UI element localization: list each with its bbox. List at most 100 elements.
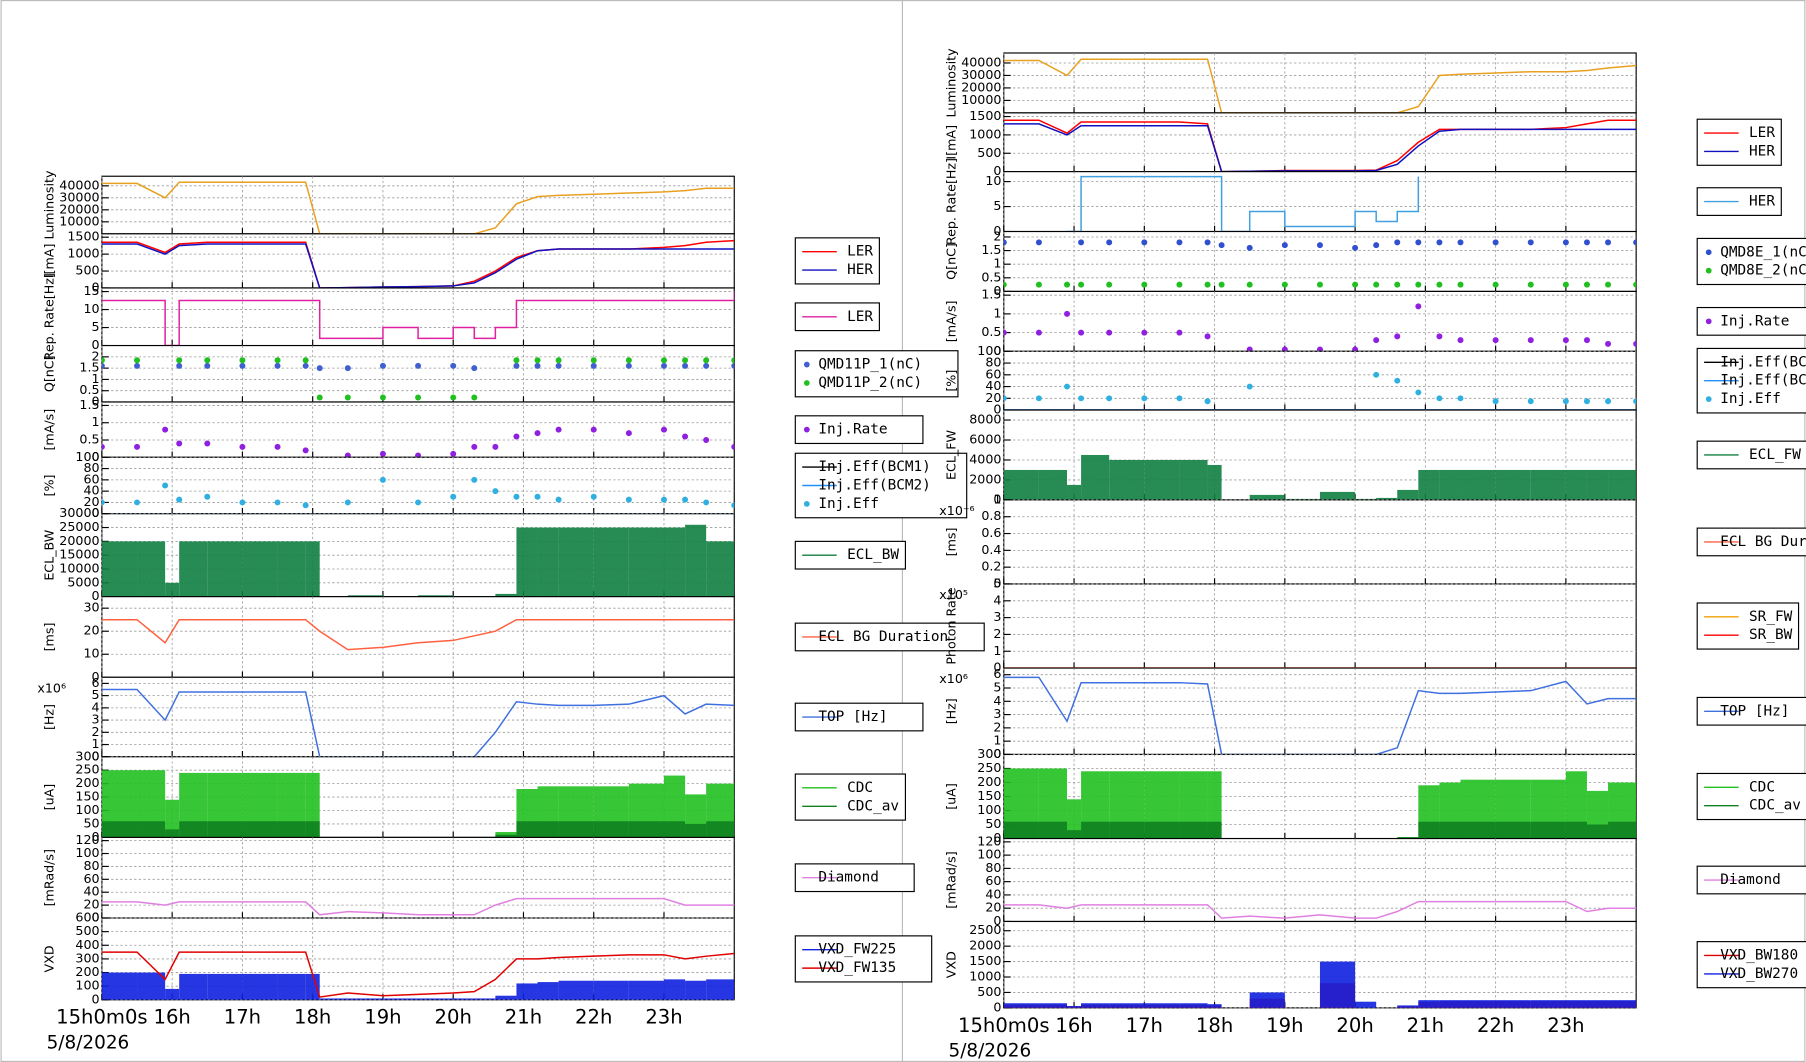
- data-point: [1415, 389, 1422, 396]
- y-tick-label: 200: [977, 774, 1001, 789]
- data-bar: [207, 541, 243, 597]
- data-point: [1562, 337, 1569, 344]
- data-bar: [495, 995, 517, 1000]
- y-axis-label: [Hz]: [42, 704, 57, 730]
- y-tick-label: 0: [92, 669, 100, 684]
- y-tick-label: 150: [977, 788, 1001, 803]
- y-tick-label: 0.2: [981, 559, 1001, 574]
- legend-swatch: [1705, 396, 1712, 402]
- panel-frame: [101, 175, 735, 235]
- legend-label: LER: [847, 244, 873, 260]
- data-point: [1457, 337, 1464, 344]
- legend-label: SR_FW: [1749, 609, 1793, 625]
- data-point: [1436, 239, 1443, 246]
- data-bar: [1586, 824, 1609, 839]
- data-point: [660, 362, 667, 369]
- y-tick-label: 5: [92, 319, 100, 334]
- data-bar: [1636, 821, 1637, 839]
- y-axis-label: [uA]: [943, 783, 958, 810]
- data-point: [1003, 395, 1007, 402]
- data-point: [134, 443, 141, 450]
- data-bar: [101, 821, 138, 838]
- y-tick-label: 100: [75, 845, 99, 860]
- legend-box: [1696, 306, 1806, 336]
- data-bar: [1586, 469, 1609, 500]
- data-point: [1633, 239, 1637, 246]
- x-tick-label: 23h: [645, 1006, 682, 1029]
- data-bar: [319, 998, 348, 1000]
- x-tick-label: 22h: [575, 1006, 612, 1029]
- y-tick-label: 0: [993, 660, 1001, 675]
- y-tick-label: 1: [92, 371, 100, 386]
- data-bar: [137, 972, 166, 1000]
- data-point: [625, 362, 632, 369]
- data-point: [660, 357, 667, 364]
- y-tick-label: 2: [92, 724, 100, 739]
- data-bar: [1109, 1003, 1145, 1008]
- y-tick-label: 0: [92, 910, 100, 925]
- legend-label: Inj.Eff(BCM1): [1720, 354, 1806, 370]
- data-point: [471, 476, 478, 483]
- legend-swatch: [803, 380, 810, 386]
- data-bar: [1418, 1000, 1440, 1008]
- y-axis-label: Luminosity: [42, 170, 57, 240]
- data-point: [1078, 239, 1085, 246]
- y-tick-label: 3: [92, 712, 100, 727]
- data-point: [1373, 281, 1380, 288]
- data-point: [101, 362, 105, 369]
- data-bar: [1586, 1000, 1609, 1008]
- y-tick-label: 40000: [59, 177, 99, 192]
- y-tick-label: 300: [75, 748, 99, 763]
- data-point: [590, 362, 597, 369]
- y-tick-label: 1500: [969, 953, 1001, 968]
- y-tick-label: 50: [83, 815, 99, 830]
- data-bar: [685, 980, 707, 1000]
- data-bar: [1636, 469, 1637, 500]
- data-point: [415, 362, 422, 369]
- data-point: [1457, 239, 1464, 246]
- data-bar: [516, 983, 538, 1000]
- y-axis-label: Rep. Rate[Hz]: [42, 273, 57, 360]
- y-tick-label: 15000: [59, 547, 99, 562]
- data-point: [1415, 281, 1422, 288]
- data-line: [1067, 175, 1420, 232]
- plot-area: [101, 357, 735, 401]
- data-point: [1141, 239, 1148, 246]
- data-point: [590, 493, 597, 500]
- data-point: [1064, 383, 1071, 390]
- data-point: [302, 447, 309, 454]
- data-bar: [516, 821, 538, 838]
- data-bar: [1207, 771, 1222, 839]
- x-tick-label: 19h: [364, 1006, 401, 1029]
- data-bar: [179, 973, 208, 1000]
- data-point: [1633, 281, 1637, 288]
- data-bar: [1081, 1003, 1110, 1008]
- date-label: 5/8/2026: [948, 1041, 1031, 1062]
- data-point: [1492, 398, 1499, 405]
- data-bar: [305, 541, 320, 597]
- y-tick-label: 80: [985, 860, 1001, 875]
- data-point: [1204, 281, 1211, 288]
- data-point: [703, 499, 710, 506]
- legend-swatch: [803, 426, 810, 433]
- data-point: [660, 426, 667, 433]
- y-axis-label: [uA]: [42, 784, 57, 811]
- legend-swatch: [803, 361, 810, 368]
- data-bar: [516, 527, 538, 597]
- data-point: [534, 357, 541, 364]
- data-point: [625, 496, 632, 503]
- x-tick-label: 21h: [1407, 1014, 1444, 1037]
- data-bar: [137, 541, 166, 597]
- y-tick-label: 250: [75, 762, 99, 777]
- data-bar: [179, 541, 208, 597]
- y-tick-label: 10000: [59, 561, 99, 576]
- y-tick-label: 5: [92, 687, 100, 702]
- plot-area: [101, 426, 735, 458]
- data-point: [1583, 398, 1590, 405]
- x-tick-label: 21h: [505, 1006, 542, 1029]
- legend-label: LER: [847, 309, 873, 325]
- data-point: [1527, 337, 1534, 344]
- data-point: [1562, 281, 1569, 288]
- panel-frame: [101, 836, 735, 919]
- data-point: [134, 357, 141, 364]
